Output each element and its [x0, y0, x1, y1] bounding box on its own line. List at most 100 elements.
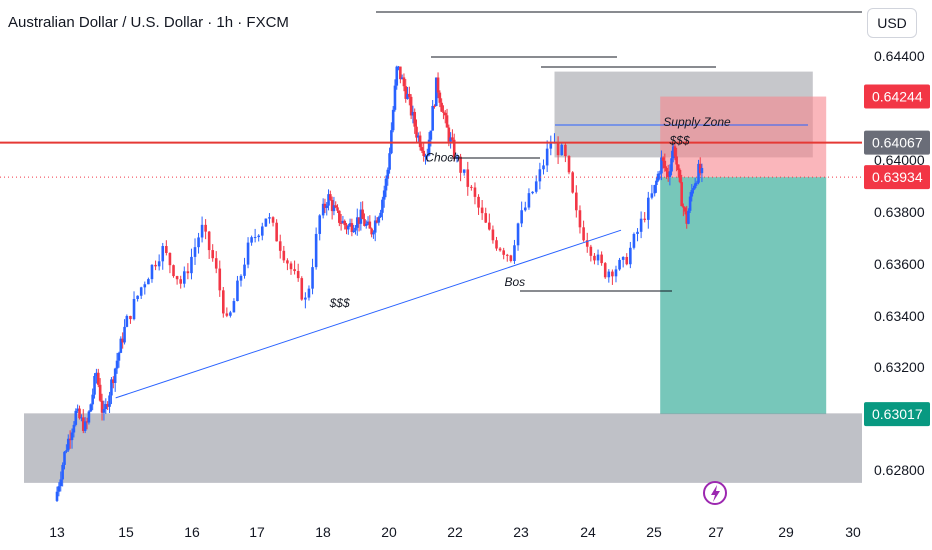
candle-body [413, 111, 417, 127]
candle-body [85, 421, 89, 423]
candle-body [172, 265, 175, 277]
candle-body [74, 410, 78, 425]
candle-body [143, 284, 147, 288]
candle-body [359, 209, 363, 224]
candle-body [250, 237, 253, 243]
candle-body [531, 191, 534, 194]
candle-body [193, 247, 197, 257]
candle-body [418, 135, 422, 148]
candle-body [95, 372, 98, 376]
candle-body [607, 271, 611, 278]
candle-body [682, 206, 685, 208]
price-badges-layer: 0.64244 0.64067 0.63934 0.63017 [864, 84, 930, 427]
candle-body [462, 169, 466, 173]
candle-body [96, 372, 100, 385]
candle-body [278, 241, 282, 251]
candle-body [575, 192, 578, 211]
candle-body [65, 450, 68, 452]
x-tick-7: 23 [513, 524, 529, 540]
candle-body [113, 368, 117, 383]
candle-body [381, 199, 384, 213]
candle-body [589, 246, 593, 256]
candle-body [361, 209, 364, 220]
candle-body [352, 230, 355, 233]
price-badge-0 [864, 84, 930, 109]
candle-body [449, 137, 452, 142]
y-tick-6: 0.64400 [874, 48, 925, 64]
candle-body [157, 261, 161, 267]
price-badge-2 [864, 165, 930, 190]
candle-body [275, 222, 278, 242]
candle-body [327, 194, 330, 206]
candle-body [80, 417, 83, 419]
price-badge-label-3: 0.63017 [872, 406, 923, 422]
candle-body [391, 109, 395, 131]
candle-body [304, 297, 307, 300]
candle-body [429, 130, 433, 140]
candle-body [663, 160, 667, 168]
candle-body [438, 92, 442, 103]
candle-body [459, 156, 462, 173]
candle-body [246, 242, 250, 265]
candle-body [687, 210, 690, 224]
candle-body [63, 451, 66, 465]
candle-body [670, 158, 673, 172]
candle-body [339, 222, 343, 224]
zone-1 [660, 96, 827, 178]
candle-body [452, 139, 456, 159]
candle-body [621, 256, 625, 260]
x-tick-0: 13 [49, 524, 65, 540]
candle-body [338, 210, 341, 223]
candle-body [204, 224, 207, 232]
x-tick-1: 15 [118, 524, 134, 540]
trendline [115, 229, 622, 399]
annotations-layer: Choch Bos $$$ Supply Zone $$$ [0, 11, 862, 399]
candle-body [513, 245, 516, 261]
candle-body [678, 170, 682, 183]
candle-body [673, 146, 677, 157]
candle-body [451, 137, 454, 140]
candle-body [388, 153, 391, 170]
candle-body [473, 187, 477, 197]
candle-body [470, 186, 473, 188]
candle-body [520, 210, 523, 224]
candle-body [348, 223, 352, 226]
y-tick-3: 0.63600 [874, 256, 925, 272]
annotation-label-2: $$$ [329, 296, 350, 310]
price-badge-label-1: 0.64067 [872, 135, 923, 151]
candle-body [282, 250, 286, 261]
candle-body [318, 215, 322, 234]
candle-body [93, 375, 96, 395]
candle-body [104, 404, 108, 410]
candle-body [542, 165, 545, 170]
candle-body [357, 217, 361, 224]
candle-body [59, 479, 63, 487]
candle-body [653, 185, 656, 194]
candle-body [125, 315, 129, 327]
annotation-label-4: $$$ [669, 133, 690, 147]
candle-body [697, 163, 700, 183]
x-tick-4: 18 [315, 524, 331, 540]
x-tick-10: 27 [708, 524, 724, 540]
candle-body [408, 93, 411, 97]
candle-body [665, 167, 668, 172]
candle-body [354, 227, 357, 231]
candle-body [443, 112, 447, 116]
candle-body [121, 338, 124, 343]
candle-body [440, 102, 443, 112]
candle-body [516, 223, 520, 246]
candle-body [395, 66, 399, 86]
candles-layer [55, 65, 704, 502]
candle-body [632, 233, 636, 248]
candle-body [636, 231, 639, 234]
candle-body [115, 360, 119, 369]
candle-body [571, 172, 574, 193]
candle-body [399, 66, 402, 80]
currency-selector[interactable]: USD [867, 8, 917, 38]
x-tick-2: 16 [184, 524, 200, 540]
candle-body [336, 207, 339, 211]
candle-body [179, 279, 183, 284]
candle-body [102, 409, 106, 413]
candle-body [293, 269, 296, 272]
